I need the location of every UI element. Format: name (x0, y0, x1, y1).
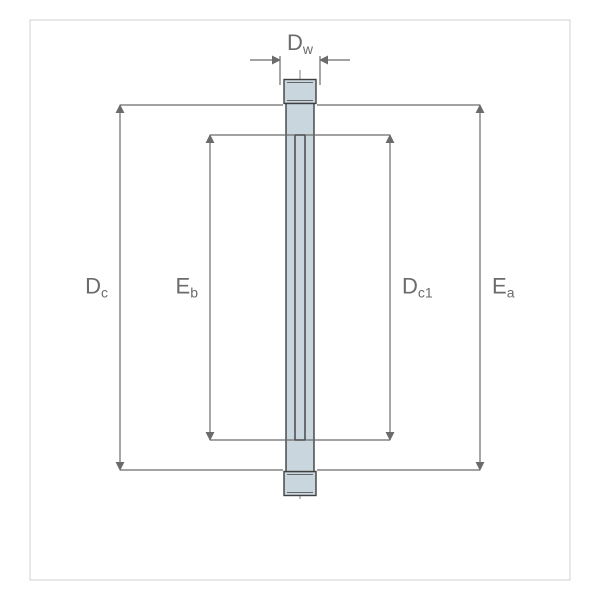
roller-end (284, 472, 316, 496)
dim-label-dw: Dw (287, 30, 314, 57)
roller-end (284, 80, 316, 104)
dim-dc-label: Dc (85, 274, 108, 301)
cage-body (286, 104, 314, 472)
bearing-cross-section-diagram: Dw Dc Eb Dc1 Ea (0, 0, 600, 600)
dim-ea-label: Ea (492, 274, 515, 301)
dim-dc1-label: Dc1 (402, 274, 433, 301)
dim-eb-label: Eb (176, 274, 199, 301)
